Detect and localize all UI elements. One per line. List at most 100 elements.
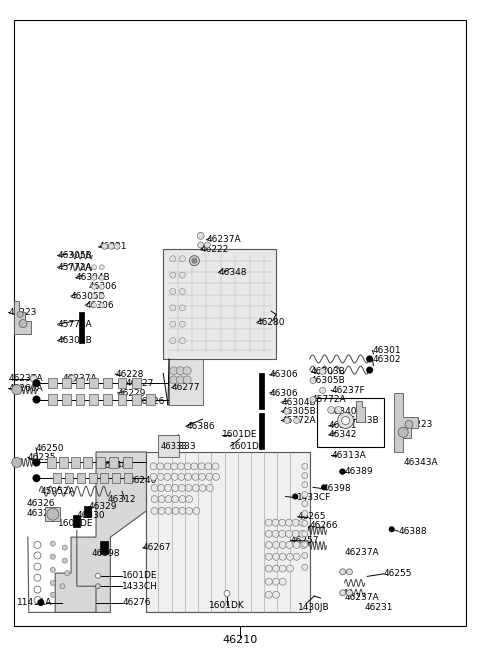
Text: 46313A: 46313A xyxy=(331,451,366,460)
Text: 46398: 46398 xyxy=(91,549,120,558)
Bar xyxy=(76,378,84,388)
Circle shape xyxy=(302,463,308,470)
Circle shape xyxy=(19,320,27,328)
Circle shape xyxy=(273,565,279,572)
Bar xyxy=(146,394,155,405)
Text: 46303B: 46303B xyxy=(311,367,346,376)
Circle shape xyxy=(30,375,37,382)
Circle shape xyxy=(192,258,197,263)
Circle shape xyxy=(158,508,165,514)
Circle shape xyxy=(165,508,172,514)
Text: 46248: 46248 xyxy=(100,460,128,470)
Circle shape xyxy=(172,485,179,491)
Circle shape xyxy=(206,474,213,480)
Circle shape xyxy=(47,508,59,520)
Circle shape xyxy=(273,578,279,585)
Text: 46237A: 46237A xyxy=(345,548,379,557)
Circle shape xyxy=(92,293,96,299)
Text: 46305B: 46305B xyxy=(311,376,346,385)
Circle shape xyxy=(50,567,55,572)
Circle shape xyxy=(33,458,40,466)
Circle shape xyxy=(179,496,186,502)
Text: 46228: 46228 xyxy=(115,369,144,379)
Circle shape xyxy=(151,496,158,502)
Circle shape xyxy=(62,545,67,550)
Circle shape xyxy=(340,569,346,575)
Text: 46231: 46231 xyxy=(98,242,127,252)
Circle shape xyxy=(92,284,96,290)
Circle shape xyxy=(99,303,104,308)
Circle shape xyxy=(60,584,65,589)
Circle shape xyxy=(265,531,272,537)
Circle shape xyxy=(328,407,335,413)
Circle shape xyxy=(310,396,316,403)
Circle shape xyxy=(185,485,192,491)
Bar xyxy=(163,249,276,359)
Circle shape xyxy=(151,485,158,491)
Circle shape xyxy=(389,526,395,533)
Circle shape xyxy=(158,485,165,491)
Circle shape xyxy=(50,592,55,597)
Circle shape xyxy=(347,590,352,596)
Circle shape xyxy=(292,493,298,500)
Circle shape xyxy=(299,531,306,537)
Text: 46223: 46223 xyxy=(404,420,432,429)
Circle shape xyxy=(170,321,176,328)
Circle shape xyxy=(279,565,286,572)
Circle shape xyxy=(199,474,205,480)
Circle shape xyxy=(286,519,292,526)
Text: 46386: 46386 xyxy=(186,422,215,431)
Text: 1430JB: 1430JB xyxy=(298,603,329,612)
Text: 46305B: 46305B xyxy=(71,291,106,301)
Circle shape xyxy=(172,496,179,502)
Circle shape xyxy=(34,563,41,570)
Bar xyxy=(109,457,118,468)
Circle shape xyxy=(287,565,293,572)
Circle shape xyxy=(164,463,171,470)
Text: 46276: 46276 xyxy=(122,598,151,607)
Bar xyxy=(77,473,85,483)
Circle shape xyxy=(34,552,41,559)
Circle shape xyxy=(321,484,327,491)
Bar xyxy=(89,394,98,405)
Text: 46210: 46210 xyxy=(222,635,258,645)
Text: 45952A: 45952A xyxy=(41,487,75,496)
Text: 46333: 46333 xyxy=(161,441,188,451)
Circle shape xyxy=(335,407,342,413)
Circle shape xyxy=(398,427,408,438)
Text: 46312: 46312 xyxy=(108,495,136,504)
Circle shape xyxy=(302,531,308,537)
Circle shape xyxy=(284,408,290,415)
Text: 1141AA: 1141AA xyxy=(17,598,52,607)
Circle shape xyxy=(192,474,199,480)
Text: 46267: 46267 xyxy=(143,543,171,552)
Bar xyxy=(118,378,126,388)
Circle shape xyxy=(279,578,286,585)
Bar xyxy=(76,394,84,405)
Text: 46341: 46341 xyxy=(329,421,357,430)
Circle shape xyxy=(213,474,219,480)
Circle shape xyxy=(170,376,178,384)
Circle shape xyxy=(302,510,308,517)
Text: 46255: 46255 xyxy=(384,569,412,578)
Circle shape xyxy=(170,305,176,311)
Text: 46328: 46328 xyxy=(26,509,55,518)
Bar xyxy=(62,394,71,405)
Text: 46329: 46329 xyxy=(89,502,117,511)
Circle shape xyxy=(340,468,346,475)
Polygon shape xyxy=(14,301,31,334)
Bar xyxy=(62,378,71,388)
Circle shape xyxy=(99,293,104,299)
Circle shape xyxy=(33,379,40,387)
Circle shape xyxy=(302,500,308,507)
Text: 1601DK: 1601DK xyxy=(209,601,244,610)
Circle shape xyxy=(183,367,191,375)
Bar xyxy=(89,473,97,483)
Circle shape xyxy=(320,368,325,375)
Circle shape xyxy=(150,463,157,470)
Circle shape xyxy=(193,508,200,514)
Text: 1601DE: 1601DE xyxy=(58,519,93,529)
Bar xyxy=(96,457,105,468)
Circle shape xyxy=(99,275,104,280)
Circle shape xyxy=(273,553,279,560)
